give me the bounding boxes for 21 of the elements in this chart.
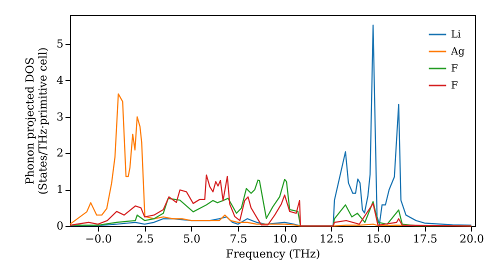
y-tick-label: 4 — [56, 74, 64, 87]
y-tick-label: 3 — [56, 110, 64, 124]
x-tick-label: 12.5 — [320, 232, 344, 246]
x-axis-title: Frequency (THz) — [226, 248, 320, 260]
y-axis-title: Phonon projected DOS (States/THz·primitive cell) — [24, 47, 50, 195]
x-tick-label: 15.0 — [366, 232, 391, 246]
legend-label: F — [451, 64, 458, 74]
x-tick-label: 5.0 — [183, 232, 201, 246]
legend-label: Ag — [450, 46, 466, 58]
y-tick-label: 2 — [56, 146, 64, 160]
x-tick-label: 20.0 — [460, 232, 484, 246]
x-tick-label: 17.5 — [412, 232, 438, 246]
x-tick-label: 7.5 — [230, 232, 248, 246]
legend-label: Li — [451, 30, 461, 40]
y-tick-label: 5 — [56, 38, 64, 51]
legend-label: F — [451, 80, 458, 92]
x-tick-label: 2.5 — [136, 232, 154, 246]
y-tick-label: 0 — [56, 220, 64, 232]
x-tick-label: −0.0 — [85, 232, 112, 246]
x-tick-label: 10.0 — [272, 232, 298, 246]
y-tick-label: 1 — [56, 183, 64, 196]
